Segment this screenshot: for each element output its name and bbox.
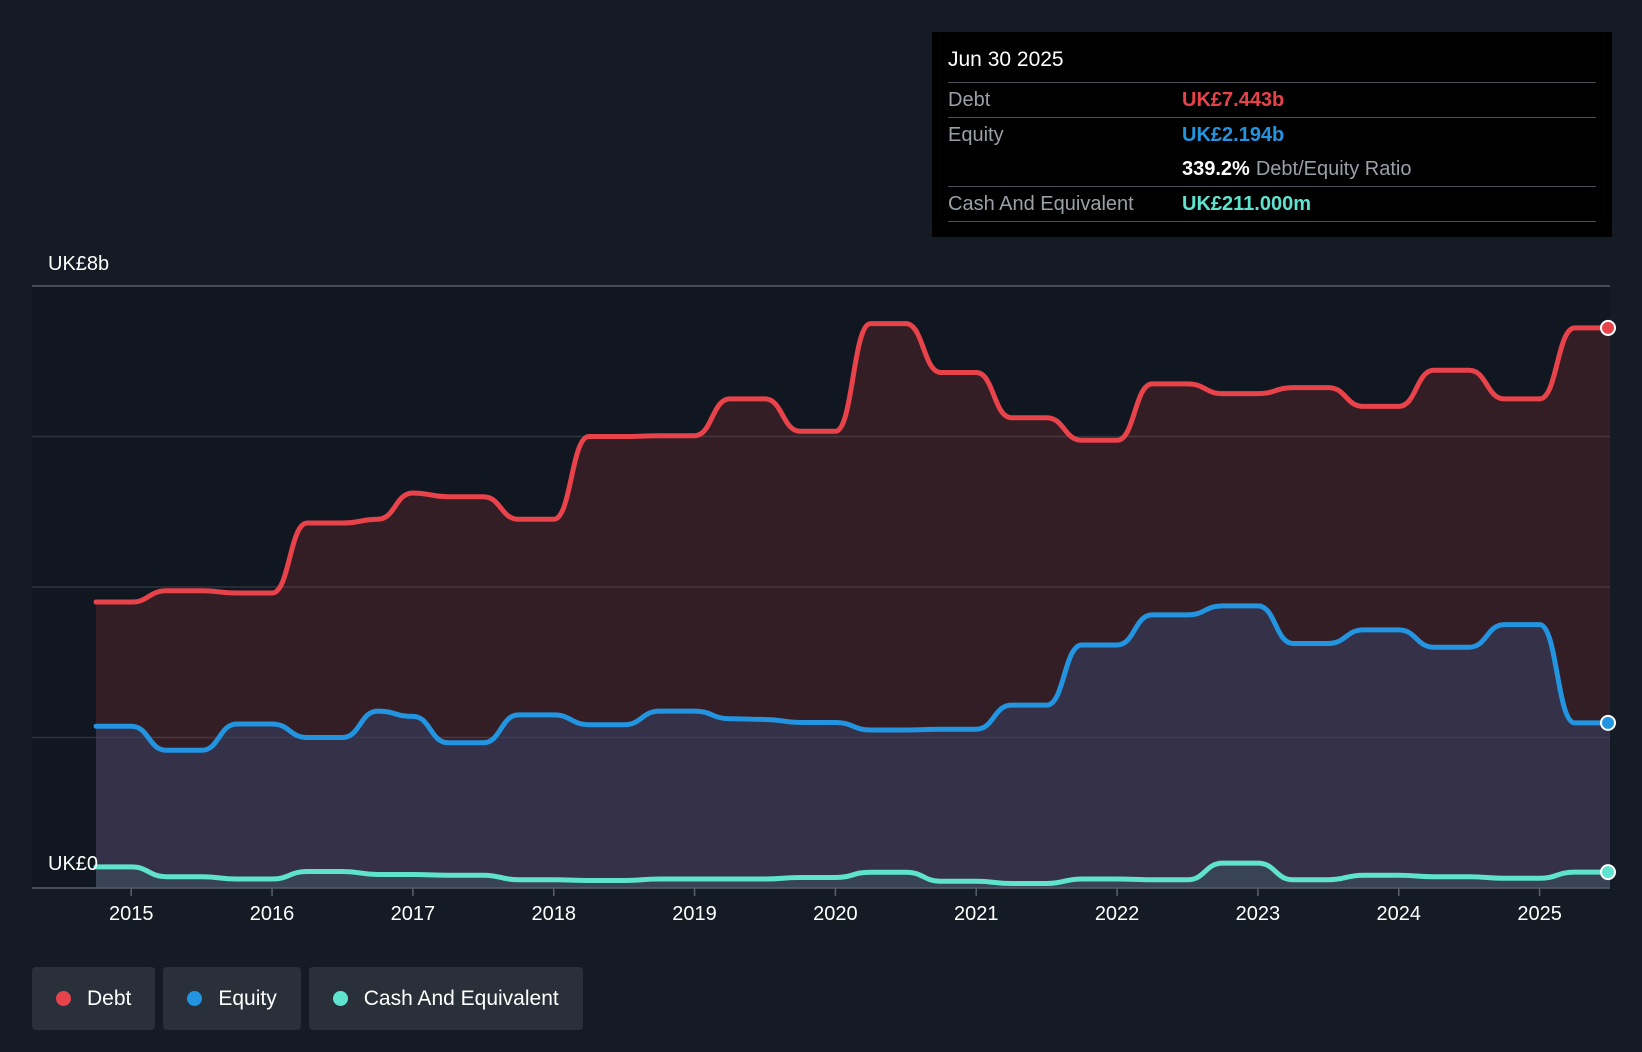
cash-end-point bbox=[1600, 864, 1616, 881]
x-tick-label: 2015 bbox=[109, 903, 154, 925]
tooltip-equity-label: Equity bbox=[948, 123, 1004, 146]
cash-dot-icon bbox=[332, 991, 348, 1006]
debt-line bbox=[93, 321, 1613, 605]
x-tick-label: 2024 bbox=[1376, 903, 1421, 925]
x-tick-label: 2018 bbox=[531, 903, 576, 925]
legend-item-cash[interactable]: Cash And Equivalent bbox=[308, 967, 583, 1030]
tooltip-cash-row: Cash And Equivalent UK£211.000m bbox=[948, 186, 1596, 222]
legend: Debt Equity Cash And Equivalent bbox=[32, 967, 583, 1030]
equity-dot-icon bbox=[187, 991, 203, 1006]
tooltip-cash-value: UK£211.000m bbox=[1182, 192, 1311, 215]
legend-label-debt: Debt bbox=[87, 986, 132, 1010]
legend-label-equity: Equity bbox=[218, 986, 277, 1010]
x-tick-label: 2022 bbox=[1095, 903, 1140, 925]
tooltip-equity-row: Equity UK£2.194b bbox=[948, 117, 1596, 152]
tooltip: Jun 30 2025 Debt UK£7.443b Equity UK£2.1… bbox=[932, 32, 1612, 237]
x-tick-label: 2020 bbox=[813, 903, 858, 925]
x-tick-label: 2019 bbox=[672, 903, 717, 925]
x-tick-label: 2016 bbox=[250, 903, 295, 925]
tooltip-debt-row: Debt UK£7.443b bbox=[948, 82, 1596, 117]
debt-end-point bbox=[1600, 319, 1616, 336]
legend-label-cash: Cash And Equivalent bbox=[363, 986, 559, 1010]
tooltip-debt-value: UK£7.443b bbox=[1182, 88, 1285, 111]
tooltip-debt-label: Debt bbox=[948, 88, 991, 111]
debt-equity-chart: 2015 2016 2017 2018 2019 2020 2021 2022 2023 2024… bbox=[32, 253, 1616, 925]
equity-area bbox=[96, 605, 1610, 888]
tooltip-ratio-label: Debt/Equity Ratio bbox=[1255, 157, 1412, 180]
y-axis-bottom-label: UK£0 bbox=[48, 853, 98, 875]
y-axis-top-label: UK£8b bbox=[48, 253, 109, 275]
equity-line bbox=[93, 603, 1613, 753]
cash-line bbox=[93, 860, 1613, 886]
tooltip-ratio-value: 339.2% bbox=[1182, 157, 1250, 180]
tooltip-cash-label: Cash And Equivalent bbox=[948, 192, 1134, 215]
tooltip-date: Jun 30 2025 bbox=[948, 48, 1064, 71]
x-tick-label: 2021 bbox=[954, 903, 999, 925]
tooltip-equity-value: UK£2.194b bbox=[1182, 123, 1285, 146]
x-tick-label: 2025 bbox=[1517, 903, 1562, 925]
x-tick-label: 2023 bbox=[1236, 903, 1281, 925]
x-tick-label: 2017 bbox=[391, 903, 436, 925]
legend-item-debt[interactable]: Debt bbox=[32, 967, 156, 1030]
legend-item-equity[interactable]: Equity bbox=[163, 967, 301, 1030]
equity-end-point bbox=[1600, 714, 1616, 731]
debt-dot-icon bbox=[56, 991, 71, 1006]
tooltip-ratio-row: 339.2% Debt/Equity Ratio bbox=[948, 152, 1596, 186]
